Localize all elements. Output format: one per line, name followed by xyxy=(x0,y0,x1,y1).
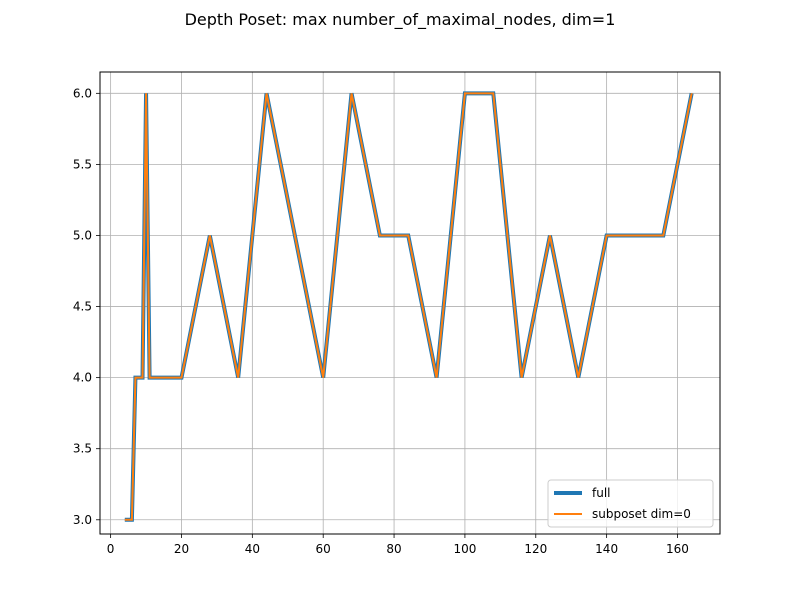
y-tick-label: 5.0 xyxy=(73,228,92,242)
legend-label-1: full xyxy=(592,486,611,500)
x-tick-label: 140 xyxy=(595,542,618,556)
chart-title: Depth Poset: max number_of_maximal_nodes… xyxy=(185,10,616,30)
x-tick-label: 0 xyxy=(107,542,115,556)
y-tick-label: 4.0 xyxy=(73,371,92,385)
x-tick-label: 100 xyxy=(453,542,476,556)
legend: full subposet dim=0 xyxy=(547,479,714,528)
x-tick-label: 160 xyxy=(666,542,689,556)
series-line-2 xyxy=(124,92,693,521)
y-tick-label: 3.5 xyxy=(73,442,92,456)
y-tick-label: 3.0 xyxy=(73,513,92,527)
x-tick-label: 40 xyxy=(245,542,260,556)
y-tick-label: 5.5 xyxy=(73,157,92,171)
y-tick-label: 6.0 xyxy=(73,86,92,100)
plot-frame xyxy=(99,71,721,535)
ticks: 0 20 40 60 80 100 120 140 160 3.0 3.5 4.0 4.5 5.0 5.5 6… xyxy=(73,86,689,556)
y-tick-label: 4.5 xyxy=(73,300,92,314)
legend-box xyxy=(547,479,714,528)
x-tick-label: 120 xyxy=(524,542,547,556)
series-layer xyxy=(124,91,694,522)
legend-label-2: subposet dim=0 xyxy=(592,507,691,521)
x-tick-label: 20 xyxy=(174,542,189,556)
x-tick-label: 80 xyxy=(386,542,401,556)
x-tick-label: 60 xyxy=(316,542,331,556)
